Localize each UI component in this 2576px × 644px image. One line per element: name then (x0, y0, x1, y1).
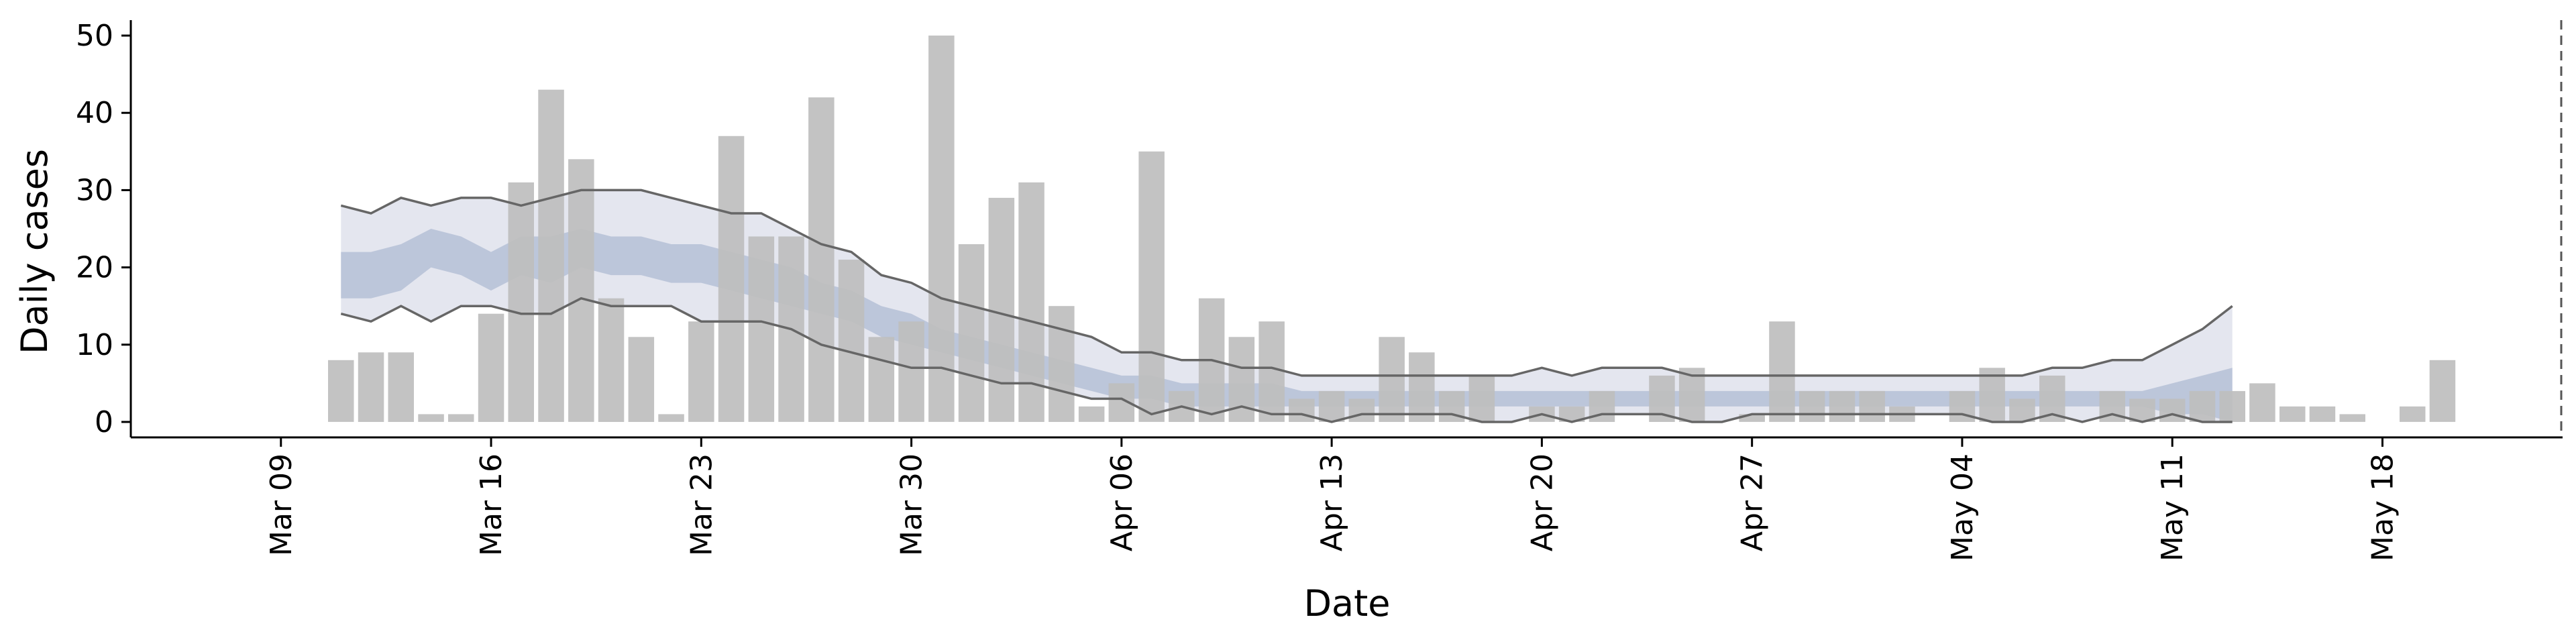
x-tick-label: Apr 20 (1525, 453, 1559, 551)
x-axis-ticks: Mar 09 Mar 16 Mar 23 Mar 30 Apr 06 Apr 13 Apr … (264, 437, 2400, 561)
daily-case-bar (328, 360, 354, 422)
daily-case-bar (2339, 414, 2365, 422)
daily-case-bar (898, 321, 924, 422)
daily-case-bar (1859, 390, 1885, 422)
daily-case-bar (1678, 368, 1705, 422)
y-axis-title: Daily cases (13, 149, 56, 354)
daily-case-bar (2189, 390, 2216, 422)
daily-case-bar (928, 36, 955, 422)
y-tick-label: 20 (76, 251, 113, 285)
daily-case-bar (868, 337, 895, 422)
daily-case-bar (598, 298, 625, 422)
y-tick-label: 10 (76, 328, 113, 362)
x-tick-label: Apr 06 (1105, 453, 1139, 551)
daily-case-bar (748, 236, 775, 422)
daily-case-bar (1409, 352, 1435, 422)
y-tick-label: 40 (76, 96, 113, 130)
y-tick-label: 30 (76, 173, 113, 207)
daily-case-bar (1739, 414, 1765, 422)
x-tick-label: Mar 09 (264, 453, 299, 556)
daily-case-bar (2009, 398, 2035, 422)
x-tick-label: May 18 (2366, 453, 2400, 561)
daily-case-bar (2159, 398, 2186, 422)
daily-case-bar (2309, 406, 2336, 422)
daily-case-bar (508, 182, 534, 422)
daily-case-bar (2219, 390, 2245, 422)
daily-case-bar (838, 260, 865, 422)
daily-case-bar (2249, 383, 2275, 422)
daily-case-bar (478, 313, 504, 422)
daily-case-bar (808, 97, 835, 422)
daily-case-bar (1018, 182, 1044, 422)
inner-band (341, 229, 2233, 422)
x-tick-label: Mar 23 (684, 453, 718, 556)
daily-case-bar (1318, 390, 1345, 422)
daily-case-bar (1078, 406, 1105, 422)
daily-case-bar (358, 352, 384, 422)
daily-case-bar (988, 197, 1015, 422)
daily-case-bar (2400, 406, 2426, 422)
x-axis-title: Date (1303, 582, 1390, 625)
daily-case-bar (1558, 406, 1585, 422)
daily-case-bar (718, 136, 745, 423)
daily-case-bar (1049, 306, 1075, 422)
daily-case-bar (1979, 368, 2005, 422)
daily-case-bar (688, 321, 714, 422)
daily-case-bar (628, 337, 655, 422)
daily-case-bar (448, 414, 474, 422)
y-tick-label: 50 (76, 19, 113, 53)
x-tick-label: Mar 30 (895, 453, 929, 556)
x-tick-label: Apr 27 (1735, 453, 1770, 551)
daily-case-bar (1769, 321, 1795, 422)
y-tick-label: 0 (95, 405, 113, 439)
daily-case-bar (1258, 321, 1285, 422)
daily-case-bar (418, 414, 444, 422)
daily-case-bar (1379, 337, 1405, 422)
daily-case-bar (1348, 398, 1375, 422)
daily-case-bar (568, 159, 594, 422)
daily-case-bar (2279, 406, 2306, 422)
daily-case-bar (2429, 360, 2456, 422)
daily-case-bar (388, 352, 414, 422)
y-axis-ticks: 0 10 20 30 40 50 (76, 19, 131, 439)
x-tick-label: Mar 16 (474, 453, 508, 556)
x-tick-label: May 11 (2155, 453, 2190, 561)
upper-bound-line (340, 189, 2233, 377)
daily-case-bar (1468, 375, 1495, 422)
daily-case-bar (658, 414, 684, 422)
x-tick-label: May 04 (1945, 453, 1980, 561)
daily-case-bar (958, 244, 985, 422)
band-line-layer (340, 189, 2233, 423)
daily-case-bar (1799, 390, 1825, 422)
lower-bound-line (340, 297, 2233, 423)
daily-case-bar (2129, 398, 2155, 422)
daily-case-bar (1138, 151, 1165, 422)
daily-case-bar (1289, 398, 1315, 422)
daily-case-bar (538, 89, 564, 422)
x-tick-label: Apr 13 (1315, 453, 1349, 551)
daily-case-bar (1829, 390, 1856, 422)
